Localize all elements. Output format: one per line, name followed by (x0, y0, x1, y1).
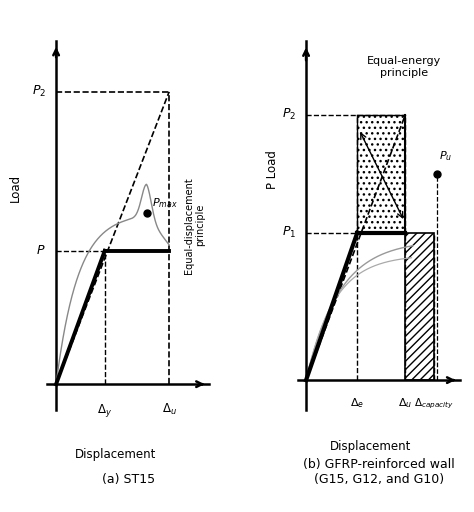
Text: (b) GFRP-reinforced wall
(G15, G12, and G10): (b) GFRP-reinforced wall (G15, G12, and … (303, 458, 455, 486)
Text: $\Delta_y$: $\Delta_y$ (97, 401, 112, 419)
Text: $P$: $P$ (36, 244, 46, 257)
Text: $\Delta_{capacity}$: $\Delta_{capacity}$ (414, 397, 454, 411)
Text: $P_u$: $P_u$ (439, 149, 452, 163)
Text: Displacement: Displacement (330, 440, 411, 453)
Text: $\Delta_u$: $\Delta_u$ (162, 401, 177, 417)
Text: (a) ST15: (a) ST15 (102, 473, 155, 486)
Text: $P_1$: $P_1$ (282, 225, 296, 240)
Text: $\Delta_e$: $\Delta_e$ (350, 397, 365, 411)
Text: P Load: P Load (266, 151, 279, 189)
Text: $P_{max}$: $P_{max}$ (152, 196, 177, 210)
Text: $P_2$: $P_2$ (283, 107, 296, 122)
Text: Displacement: Displacement (74, 447, 156, 460)
Text: Equal-displacement
principle: Equal-displacement principle (184, 177, 205, 273)
Text: Equal-energy
principle: Equal-energy principle (366, 56, 441, 78)
Bar (405, 232, 434, 380)
Text: Load: Load (9, 175, 21, 202)
Text: $\Delta_u$: $\Delta_u$ (398, 397, 412, 411)
Text: $P_2$: $P_2$ (31, 84, 46, 99)
